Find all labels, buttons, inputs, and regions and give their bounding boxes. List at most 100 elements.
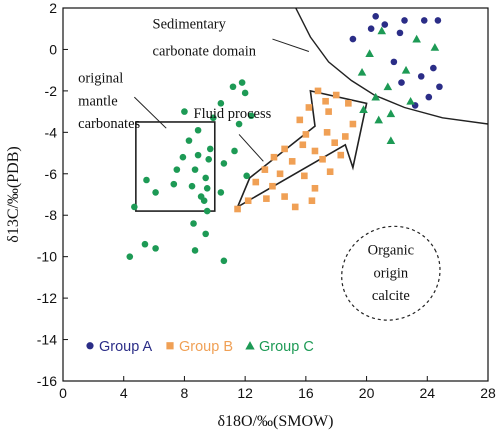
data-point-circle	[206, 145, 214, 153]
data-point-circle	[203, 207, 211, 215]
data-point-circle	[86, 342, 94, 350]
data-point-circle	[152, 245, 159, 252]
data-point-circle	[217, 189, 225, 196]
sedimentary-label-line1: Sedimentary	[153, 17, 227, 33]
data-point-circle	[191, 166, 199, 173]
data-point-triangle	[365, 49, 374, 58]
data-point-circle	[188, 182, 196, 190]
data-point-circle	[194, 151, 202, 159]
data-point-circle	[181, 108, 188, 115]
mantle-label-line1: original	[78, 71, 123, 87]
data-point-square	[323, 129, 331, 136]
y-axis-title: δ13C/‰(PDB)	[5, 146, 22, 242]
data-point-square	[281, 145, 288, 153]
y-tick-label: -4	[45, 124, 58, 140]
data-point-square	[311, 184, 319, 192]
data-point-circle	[247, 112, 255, 120]
data-point-circle	[425, 93, 433, 101]
data-point-square	[269, 182, 276, 190]
data-point-circle	[173, 166, 181, 173]
data-point-square	[311, 147, 319, 155]
sedimentary-domain-boundary	[294, 8, 488, 125]
data-point-triangle	[383, 82, 393, 91]
data-points	[126, 12, 443, 265]
fluid-process-label: Fluid process	[194, 106, 272, 122]
data-point-triangle	[371, 92, 380, 101]
organic-label-line1: Organic	[368, 243, 414, 259]
y-tick-label: -8	[45, 207, 58, 223]
data-point-triangle	[406, 96, 415, 105]
data-point-square	[342, 133, 349, 140]
fluid-process-arrow	[235, 89, 368, 209]
data-point-circle	[209, 114, 217, 122]
y-tick-label: -14	[37, 332, 57, 348]
data-point-square	[302, 131, 310, 138]
y-tick-label: 0	[49, 41, 57, 57]
organic-calcite-ellipse	[341, 225, 441, 321]
data-point-circle	[170, 180, 178, 188]
data-point-circle	[398, 79, 405, 86]
data-point-square	[288, 158, 296, 165]
data-point-circle	[367, 25, 375, 33]
y-tick-label: 2	[49, 0, 57, 16]
data-point-circle	[220, 257, 228, 265]
data-point-square	[325, 108, 332, 115]
data-point-circle	[349, 35, 357, 43]
data-point-square	[270, 153, 278, 161]
annotation-layer	[133, 8, 488, 321]
data-point-circle	[203, 184, 211, 192]
y-axis-ticks: 2 0 -2 -4 -6 -8 -10 -12 -14 -16	[37, 0, 68, 389]
data-point-square	[166, 342, 174, 350]
data-point-triangle	[357, 67, 367, 76]
data-point-circle	[131, 203, 138, 211]
data-point-circle	[430, 64, 437, 72]
x-tick-label: 28	[480, 385, 496, 401]
data-point-circle	[243, 172, 250, 180]
data-point-square	[252, 178, 260, 186]
mantle-label-line3: carbonates	[78, 116, 140, 132]
data-point-circle	[202, 174, 209, 182]
x-axis-title: δ18O/‰(SMOW)	[218, 413, 334, 430]
data-point-triangle	[377, 26, 387, 35]
data-point-triangle	[386, 136, 396, 145]
x-tick-label: 12	[237, 385, 253, 401]
data-point-square	[291, 203, 299, 211]
data-point-triangle	[374, 115, 384, 124]
x-tick-label: 20	[359, 385, 375, 401]
data-point-circle	[229, 83, 237, 91]
x-tick-label: 24	[419, 385, 435, 401]
y-tick-label: -10	[37, 249, 57, 265]
y-tick-label: -16	[37, 373, 57, 389]
data-point-square	[244, 197, 252, 205]
x-tick-label: 8	[181, 385, 189, 401]
mantle-label-line2: mantle	[78, 93, 117, 109]
data-point-square	[308, 197, 316, 205]
data-point-circle	[231, 147, 238, 155]
data-point-square	[301, 172, 308, 180]
data-point-circle	[372, 12, 379, 20]
organic-label-line3: calcite	[372, 288, 410, 304]
data-point-square	[319, 155, 326, 163]
legend-label: Group C	[259, 339, 314, 355]
data-point-circle	[417, 73, 425, 80]
data-point-circle	[420, 17, 428, 24]
data-point-square	[345, 100, 352, 107]
data-point-circle	[217, 100, 225, 107]
data-point-circle	[220, 160, 228, 167]
mantle-pointer-line	[133, 96, 167, 129]
data-point-circle	[179, 153, 187, 161]
data-point-circle	[194, 126, 202, 134]
data-point-triangle	[412, 34, 421, 43]
data-point-square	[234, 205, 241, 213]
data-point-square	[337, 151, 345, 159]
data-point-circle	[202, 230, 209, 238]
data-point-circle	[126, 253, 134, 260]
data-point-square	[263, 195, 270, 202]
x-axis-ticks: 0 4 8 12 16 20 24 28	[59, 376, 496, 401]
data-point-circle	[191, 247, 199, 254]
data-point-circle	[152, 189, 159, 196]
x-tick-label: 0	[59, 385, 67, 401]
data-point-square	[299, 141, 307, 149]
